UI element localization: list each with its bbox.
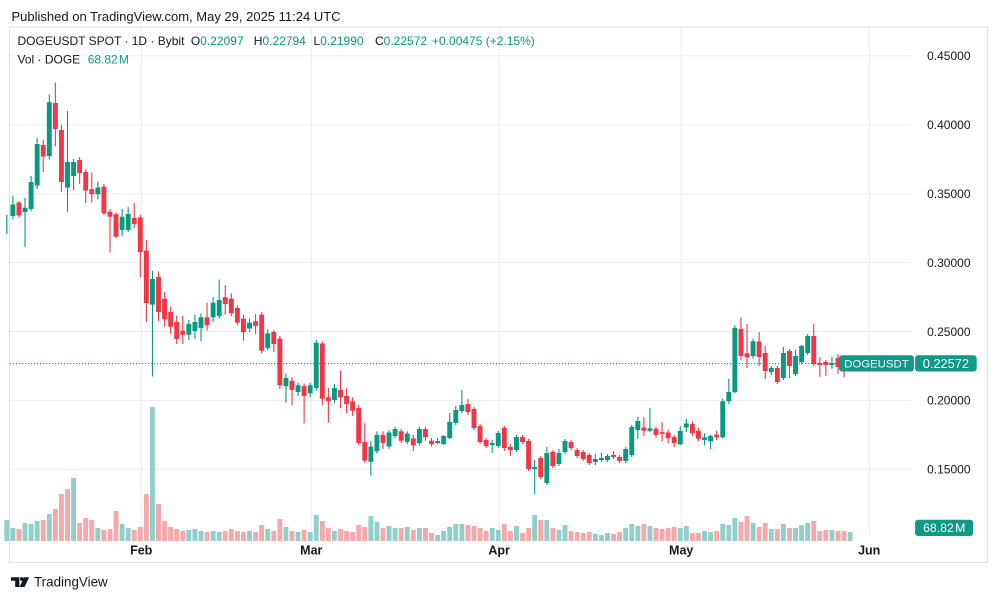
svg-text:Vol · DOGE: Vol · DOGE: [18, 52, 81, 66]
svg-text:TradingView: TradingView: [34, 575, 108, 590]
svg-text:0.25000: 0.25000: [927, 325, 971, 339]
svg-text:68.82M: 68.82M: [923, 521, 965, 535]
svg-text:0.40000: 0.40000: [927, 118, 971, 132]
svg-text:Feb: Feb: [130, 544, 153, 558]
svg-text:DOGEUSDT: DOGEUSDT: [844, 359, 909, 371]
svg-text:0.15000: 0.15000: [927, 463, 971, 477]
svg-text:Published on TradingView.com,: Published on TradingView.com, May 29, 20…: [12, 9, 341, 24]
svg-text:Jun: Jun: [858, 544, 880, 558]
svg-text:Apr: Apr: [488, 544, 510, 558]
svg-text:68.82M: 68.82M: [88, 52, 129, 66]
svg-text:0.45000: 0.45000: [927, 49, 971, 63]
svg-text:0.22572: 0.22572: [923, 356, 969, 371]
svg-text:0.20000: 0.20000: [927, 394, 971, 408]
svg-text:May: May: [669, 544, 693, 558]
svg-text:0.35000: 0.35000: [927, 187, 971, 201]
svg-text:0.30000: 0.30000: [927, 256, 971, 270]
svg-text:Mar: Mar: [300, 544, 322, 558]
